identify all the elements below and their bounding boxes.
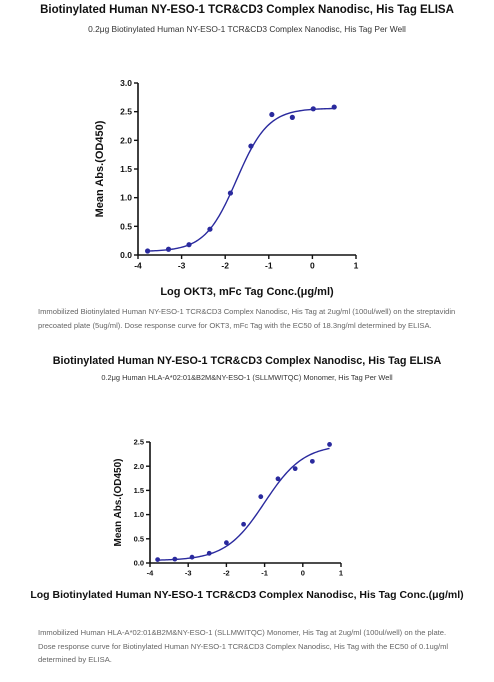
- data-point: [227, 190, 234, 196]
- x-tick-label: -2: [223, 569, 230, 578]
- x-tick-label: -3: [185, 569, 192, 578]
- data-point: [289, 114, 295, 120]
- data-point: [186, 242, 192, 248]
- x-tick-label: -1: [261, 569, 268, 578]
- data-point: [144, 248, 151, 254]
- y-tick-label: 2.0: [134, 462, 144, 471]
- chart-2-marks: 0.0 0.5 1.0 1.5 2.0 2.5 -4 -3 -2 -1 0 1 Mean Abs.(OD…: [30, 438, 463, 601]
- data-point: [165, 246, 172, 252]
- y-tick-label: 1.0: [120, 193, 132, 203]
- y-tick-label: 0.0: [134, 559, 144, 568]
- data-point: [275, 476, 281, 482]
- x-tick-label: -3: [178, 261, 186, 271]
- data-point: [331, 104, 337, 110]
- data-point: [309, 458, 315, 464]
- y-tick-label: 3.0: [120, 78, 132, 88]
- x-axis-label: Log Biotinylated Human NY-ESO-1 TCR&CD3 …: [30, 589, 463, 601]
- chart-1-caption: Immobilized Biotinylated Human NY-ESO-1 …: [38, 307, 456, 330]
- data-point: [310, 106, 316, 112]
- fit-curve: [147, 107, 335, 252]
- chart-2-subtitle: 0.2μg Human HLA-A*02:01&B2M&NY-ESO-1 (SL…: [101, 373, 393, 382]
- chart-1-subtitle: 0.2μg Biotinylated Human NY-ESO-1 TCR&CD…: [88, 24, 406, 34]
- y-tick-label: 0.0: [120, 250, 132, 260]
- y-tick-label: 1.0: [134, 510, 144, 519]
- data-point: [189, 554, 195, 560]
- x-tick-label: -2: [221, 261, 229, 271]
- x-axis-label: Log OKT3, mFc Tag Conc.(μg/ml): [160, 286, 334, 298]
- data-point: [292, 466, 298, 472]
- y-tick-label: 1.5: [120, 164, 132, 174]
- data-point: [269, 111, 275, 118]
- data-point: [207, 226, 213, 232]
- y-tick-label: 2.0: [120, 135, 132, 145]
- chart-2-caption: Immobilized Human HLA-A*02:01&B2M&NY-ESO…: [38, 628, 449, 664]
- x-tick-label: -4: [147, 569, 154, 578]
- y-axis-label: Mean Abs.(OD450): [113, 459, 124, 547]
- data-point: [327, 442, 332, 447]
- y-tick-label: 2.5: [134, 438, 144, 447]
- y-tick-label: 0.5: [134, 534, 144, 543]
- y-tick-label: 2.5: [120, 107, 132, 117]
- chart-1: 0.0 0.5 1.0 1.5 2.0 2.5 3.0 -4 -3 -2 -1 0 1 Mean Abs.…: [94, 78, 359, 298]
- x-tick-label: 1: [339, 569, 343, 578]
- data-point: [172, 556, 178, 562]
- y-axis-label: Mean Abs.(OD450): [94, 120, 106, 217]
- x-tick-label: 0: [310, 261, 315, 271]
- chart-2: 0.0 0.5 1.0 1.5 2.0 2.5 -4 -3 -2 -1 0 1 Mean Abs.(OD…: [30, 438, 463, 601]
- x-tick-label: -1: [265, 261, 273, 271]
- data-point: [241, 521, 246, 527]
- x-tick-label: -4: [134, 261, 142, 271]
- y-tick-label: 1.5: [134, 486, 144, 495]
- data-point: [248, 143, 254, 149]
- x-tick-label: 1: [354, 261, 359, 271]
- x-tick-label: 0: [301, 569, 305, 578]
- data-point: [155, 557, 161, 563]
- chart-1-title: Biotinylated Human NY-ESO-1 TCR&CD3 Comp…: [40, 4, 454, 16]
- fit-curve: [157, 447, 330, 561]
- data-point: [258, 494, 264, 500]
- data-point: [206, 550, 212, 556]
- chart-1-marks: 0.0 0.5 1.0 1.5 2.0 2.5 3.0 -4 -3 -2 -1 0 1 Mean Abs.…: [94, 78, 359, 298]
- data-point: [224, 540, 229, 546]
- chart-2-title: Biotinylated Human NY-ESO-1 TCR&CD3 Comp…: [52, 355, 442, 367]
- y-tick-label: 0.5: [120, 221, 132, 231]
